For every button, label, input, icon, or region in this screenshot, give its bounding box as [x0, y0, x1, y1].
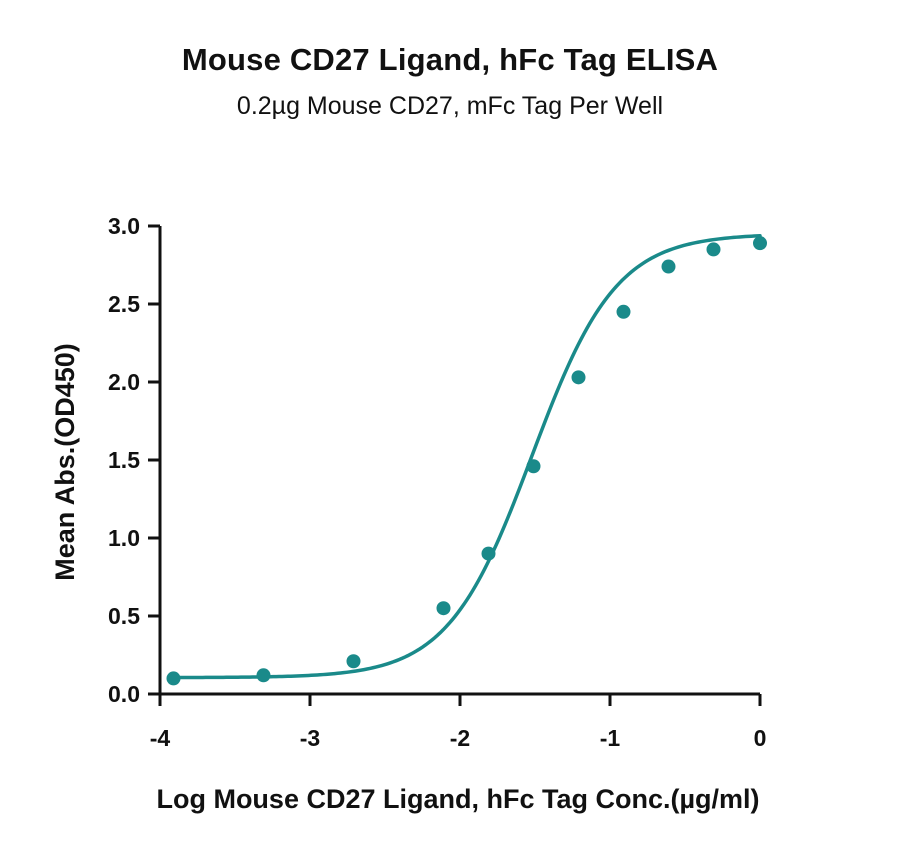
data-points	[166, 236, 767, 686]
y-tick-label: 0.5	[108, 603, 140, 629]
y-tick-label: 3.0	[108, 213, 140, 239]
data-point	[346, 654, 361, 669]
x-ticks: -4 -3 -2 -1 0	[150, 694, 767, 751]
chart-title: Mouse CD27 Ligand, hFc Tag ELISA	[181, 42, 719, 77]
y-tick-label: 1.5	[108, 447, 140, 473]
y-tick-label: 2.0	[108, 369, 140, 395]
data-point	[256, 668, 271, 683]
axes	[158, 226, 760, 696]
data-point	[166, 671, 181, 686]
data-point	[481, 546, 496, 561]
data-point	[616, 304, 631, 319]
y-axis-label: Mean Abs.(OD450)	[50, 343, 80, 581]
data-point	[753, 236, 767, 251]
data-point	[571, 370, 586, 385]
data-point	[526, 459, 541, 474]
x-tick-label: -4	[150, 725, 171, 751]
x-axis-label: Log Mouse CD27 Ligand, hFc Tag Conc.(µg/…	[156, 784, 759, 814]
chart-subtitle: 0.2µg Mouse CD27, mFc Tag Per Well	[236, 92, 664, 120]
fit-curve	[171, 234, 762, 680]
data-point	[436, 601, 451, 616]
y-tick-label: 2.5	[108, 291, 140, 317]
x-tick-label: -3	[300, 725, 320, 751]
x-tick-label: 0	[754, 725, 767, 751]
data-point	[661, 259, 676, 274]
y-tick-label: 1.0	[108, 525, 140, 551]
y-tick-label: 0.0	[108, 681, 140, 707]
x-tick-label: -1	[600, 725, 621, 751]
x-tick-label: -2	[450, 725, 470, 751]
data-point	[706, 242, 721, 257]
y-ticks: 0.0 0.5 1.0 1.5 2.0 2.5 3.0	[108, 213, 160, 707]
